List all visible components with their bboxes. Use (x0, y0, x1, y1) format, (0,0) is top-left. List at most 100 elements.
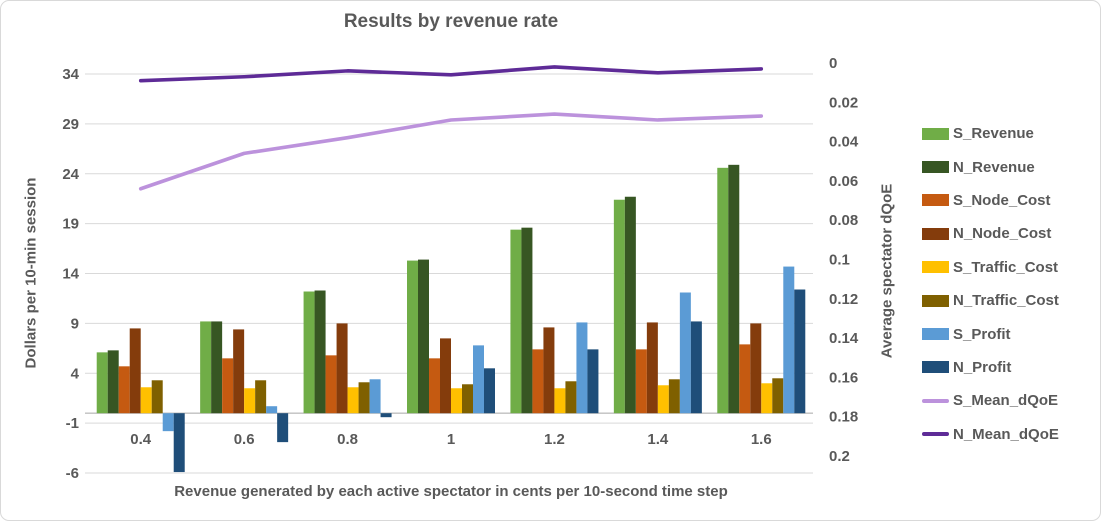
bar-S_Node_Cost-0.8 (325, 355, 337, 414)
left-tick--6: -6 (66, 465, 79, 482)
bar-S_Node_Cost-1.4 (635, 349, 647, 414)
bar-S_Profit-1.6 (783, 266, 795, 414)
bar-N_Traffic_Cost-0.4 (151, 380, 163, 414)
x-tick-0.4: 0.4 (130, 431, 152, 448)
left-tick-24: 24 (62, 166, 79, 183)
bar-N_Profit-0.4 (173, 413, 185, 473)
legend-item-S_Node_Cost: S_Node_Cost (922, 184, 1098, 217)
line-series (138, 65, 764, 191)
legend-item-N_Mean_dQoE: N_Mean_dQoE (922, 418, 1098, 451)
bar-N_Traffic_Cost-1.6 (772, 378, 784, 414)
bar-S_Profit-1 (473, 345, 484, 414)
line-S_Mean_dQoE (138, 112, 764, 191)
bar-N_Profit-1 (484, 368, 495, 414)
left-tick-19: 19 (62, 216, 79, 233)
x-tick-1: 1 (447, 431, 455, 448)
legend-label-S_Mean_dQoE: S_Mean_dQoE (953, 392, 1059, 410)
legend-item-S_Revenue: S_Revenue (922, 117, 1098, 150)
bar-N_Traffic_Cost-0.8 (358, 382, 370, 414)
legend-label-S_Traffic_Cost: S_Traffic_Cost (953, 258, 1059, 276)
bar-S_Node_Cost-1.2 (532, 349, 544, 414)
bar-groups (96, 164, 806, 473)
bar-S_Traffic_Cost-1.4 (657, 385, 669, 414)
legend-swatch-N_Node_Cost (922, 227, 949, 240)
bar-S_Revenue-0.6 (200, 321, 212, 414)
right-tick-0.2: 0.2 (829, 448, 850, 465)
legend: S_Revenue N_Revenue S_Node_Cost N_Node_Cost… (922, 117, 1098, 451)
left-tick-34: 34 (62, 66, 79, 83)
bar-S_Profit-0.6 (266, 406, 278, 414)
bar-N_Revenue-0.6 (211, 321, 223, 414)
legend-swatch-S_Node_Cost (922, 194, 949, 207)
bar-N_Node_Cost-1.4 (646, 322, 658, 414)
bar-S_Traffic_Cost-0.6 (244, 388, 256, 414)
bar-S_Profit-0.8 (369, 379, 381, 414)
bar-S_Revenue-1.4 (613, 199, 625, 414)
right-axis-title: Average spectator dQoE (878, 183, 896, 359)
legend-swatch-S_Revenue (922, 127, 949, 140)
bar-N_Profit-0.8 (380, 413, 392, 418)
bar-S_Revenue-1 (407, 260, 418, 414)
bar-S_Node_Cost-1.6 (739, 344, 751, 414)
x-tick-0.6: 0.6 (234, 431, 255, 448)
bar-N_Node_Cost-1.6 (750, 323, 762, 414)
legend-swatch-N_Revenue (922, 161, 949, 174)
left-tick-4: 4 (71, 365, 80, 382)
legend-label-S_Revenue: S_Revenue (953, 125, 1034, 143)
bar-N_Revenue-1.4 (624, 196, 636, 414)
legend-swatch-N_Profit (922, 361, 949, 374)
legend-label-N_Node_Cost: N_Node_Cost (953, 225, 1052, 243)
legend-label-N_Revenue: N_Revenue (953, 158, 1035, 176)
bar-S_Traffic_Cost-0.8 (347, 387, 359, 414)
bar-S_Revenue-1.2 (510, 229, 522, 414)
legend-label-N_Traffic_Cost: N_Traffic_Cost (953, 292, 1059, 310)
bar-N_Node_Cost-1.2 (543, 327, 555, 414)
bar-N_Revenue-1 (418, 259, 429, 414)
right-tick-0.02: 0.02 (829, 94, 858, 111)
chart-title: Results by revenue rate (343, 11, 559, 32)
bar-S_Node_Cost-0.4 (118, 366, 130, 414)
x-axis-tick-labels: 0.4 0.6 0.8 1 1.2 1.4 1.6 (130, 431, 771, 448)
bar-N_Revenue-1.2 (521, 227, 533, 414)
x-tick-1.6: 1.6 (751, 431, 772, 448)
right-tick-0.18: 0.18 (829, 409, 858, 426)
right-tick-0.12: 0.12 (829, 291, 858, 308)
right-tick-0.16: 0.16 (829, 369, 858, 386)
bar-S_Profit-1.2 (576, 322, 588, 414)
bar-S_Profit-0.4 (162, 413, 174, 432)
legend-item-N_Revenue: N_Revenue (922, 150, 1098, 183)
bar-S_Revenue-0.4 (96, 352, 108, 414)
bar-N_Node_Cost-0.8 (336, 323, 348, 414)
legend-swatch-S_Mean_dQoE (922, 398, 949, 403)
bar-N_Profit-0.6 (277, 413, 289, 443)
bar-N_Node_Cost-0.6 (233, 329, 245, 414)
legend-label-S_Node_Cost: S_Node_Cost (953, 191, 1051, 209)
legend-item-N_Profit: N_Profit (922, 351, 1098, 384)
x-tick-1.2: 1.2 (544, 431, 565, 448)
right-tick-0.14: 0.14 (829, 330, 859, 347)
bar-N_Traffic_Cost-1.4 (668, 379, 680, 414)
x-axis-title: Revenue generated by each active spectat… (174, 483, 728, 500)
bar-N_Node_Cost-1 (440, 338, 451, 414)
left-tick--1: -1 (66, 415, 79, 432)
legend-swatch-N_Mean_dQoE (922, 432, 949, 437)
bar-N_Node_Cost-0.4 (129, 328, 141, 414)
bar-N_Traffic_Cost-0.6 (255, 380, 267, 414)
bar-S_Traffic_Cost-1.2 (554, 388, 566, 414)
legend-label-N_Mean_dQoE: N_Mean_dQoE (953, 425, 1059, 443)
bar-N_Revenue-0.8 (314, 290, 326, 414)
bar-N_Traffic_Cost-1 (462, 384, 473, 414)
right-tick-0: 0 (829, 55, 837, 72)
left-axis-tick-labels: 34 29 24 19 14 9 4 -1 -6 (62, 66, 79, 482)
left-tick-14: 14 (62, 266, 79, 283)
bar-N_Profit-1.6 (794, 289, 806, 414)
bar-N_Profit-1.4 (690, 321, 702, 414)
bar-S_Revenue-0.8 (303, 291, 315, 414)
x-tick-1.4: 1.4 (647, 431, 669, 448)
left-tick-9: 9 (71, 315, 79, 332)
bar-N_Traffic_Cost-1.2 (565, 381, 577, 414)
bar-S_Node_Cost-1 (429, 358, 440, 414)
legend-item-N_Traffic_Cost: N_Traffic_Cost (922, 284, 1098, 317)
right-tick-0.06: 0.06 (829, 173, 858, 190)
